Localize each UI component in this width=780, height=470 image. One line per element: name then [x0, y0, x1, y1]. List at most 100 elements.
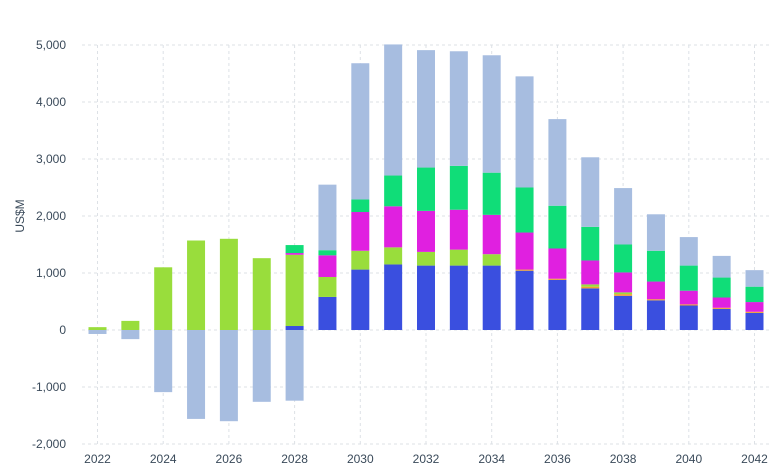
x-tick-label: 2030: [347, 452, 374, 466]
bar-segment: [712, 307, 731, 309]
bar-segment: [384, 247, 403, 265]
bar-segment: [417, 265, 435, 330]
bar-segment: [318, 296, 337, 330]
bar-segment: [318, 250, 337, 256]
bar-segment: [581, 226, 600, 261]
bar-segment: [581, 157, 600, 227]
bar-segment: [154, 267, 173, 330]
bar-segment: [646, 250, 665, 282]
bar-segment: [252, 330, 271, 402]
x-tick-label: 2022: [84, 452, 111, 466]
x-tick-label: 2038: [610, 452, 637, 466]
bar-segment: [482, 214, 501, 255]
x-tick-label: 2024: [150, 452, 177, 466]
bar-segment: [646, 300, 665, 330]
bar-segment: [515, 269, 534, 271]
bar-segment: [417, 50, 435, 168]
bar-segment: [482, 172, 501, 215]
bar-segment: [318, 255, 337, 277]
bar-segment: [614, 294, 633, 296]
x-tick-label: 2036: [544, 452, 571, 466]
bar-segment: [318, 276, 337, 297]
bar-segment: [88, 327, 107, 330]
bar-segment: [712, 308, 731, 330]
x-tick-label: 2028: [281, 452, 308, 466]
bar-segment: [712, 255, 731, 278]
x-tick-label: 2034: [478, 452, 505, 466]
bar-segment: [515, 232, 534, 270]
bar-segment: [384, 206, 403, 248]
bar-segment: [449, 265, 468, 330]
bar-segment: [351, 199, 370, 213]
y-tick-label: 1,000: [36, 266, 66, 280]
bar-segment: [351, 250, 370, 270]
bar-segment: [219, 238, 238, 330]
bar-segment: [614, 295, 633, 330]
bar-segment: [154, 330, 173, 393]
y-axis-title: US$M: [13, 199, 27, 232]
bar-segment: [187, 240, 206, 330]
bar-segment: [679, 237, 698, 266]
bar-segment: [318, 184, 337, 251]
bar-segment: [219, 330, 238, 422]
bar-segment: [121, 330, 140, 340]
bar-series: [88, 44, 764, 422]
y-tick-label: 4,000: [36, 95, 66, 109]
bar-segment: [548, 279, 567, 330]
bar-segment: [252, 258, 271, 330]
y-tick-label: 0: [59, 323, 66, 337]
bar-segment: [285, 330, 304, 401]
bar-segment: [548, 278, 567, 280]
x-tick-label: 2032: [413, 452, 440, 466]
y-tick-labels: -2,000 -1,000 0 1,000 2,000 3,000 4,000 5,000: [32, 38, 66, 451]
bar-segment: [745, 311, 764, 313]
bar-segment: [121, 320, 140, 330]
bar-segment: [581, 284, 600, 287]
bar-segment: [679, 290, 698, 305]
bar-segment: [581, 286, 600, 289]
y-tick-label: 2,000: [36, 209, 66, 223]
bar-segment: [384, 44, 403, 176]
bar-segment: [548, 119, 567, 206]
bar-segment: [417, 210, 435, 252]
bar-segment: [679, 305, 698, 330]
x-tick-labels: 2022 2024 2026 2028 2030 2032 2034 2036 2038 2040…: [84, 452, 768, 466]
bar-segment: [351, 63, 370, 200]
bar-segment: [449, 51, 468, 166]
bar-segment: [285, 254, 304, 327]
x-tick-label: 2026: [216, 452, 243, 466]
bar-segment: [88, 330, 107, 334]
bar-segment: [515, 270, 534, 330]
bar-segment: [712, 277, 731, 298]
bar-segment: [482, 55, 501, 173]
bar-segment: [515, 76, 534, 188]
bar-segment: [449, 165, 468, 210]
bar-segment: [745, 312, 764, 330]
bar-segment: [712, 297, 731, 308]
bar-segment: [679, 265, 698, 291]
bar-segment: [187, 330, 206, 419]
bar-segment: [515, 187, 534, 233]
bar-segment: [285, 245, 304, 254]
bar-segment: [351, 269, 370, 330]
y-tick-label: -1,000: [32, 380, 66, 394]
bar-segment: [351, 212, 370, 251]
bar-segment: [449, 209, 468, 250]
bar-segment: [548, 248, 567, 279]
x-tick-label: 2040: [675, 452, 702, 466]
bar-segment: [384, 264, 403, 330]
bar-segment: [285, 253, 304, 255]
bar-segment: [417, 167, 435, 211]
bar-segment: [285, 326, 304, 330]
bar-segment: [614, 272, 633, 293]
bar-segment: [581, 260, 600, 285]
bar-segment: [646, 214, 665, 251]
bar-segment: [482, 265, 501, 330]
y-tick-label: -2,000: [32, 437, 66, 451]
bar-segment: [646, 281, 665, 300]
bar-segment: [482, 254, 501, 266]
bar-segment: [745, 302, 764, 312]
bar-segment: [745, 286, 764, 303]
bar-segment: [614, 188, 633, 245]
